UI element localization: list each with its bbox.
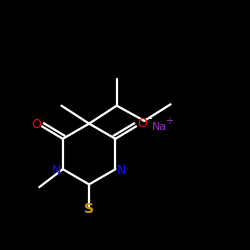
Text: +: + — [165, 116, 173, 126]
Text: N: N — [117, 164, 126, 177]
Text: S: S — [84, 202, 94, 216]
Text: N: N — [52, 164, 62, 177]
Text: O: O — [31, 118, 41, 131]
Text: O: O — [137, 117, 147, 130]
Text: Na: Na — [152, 122, 167, 132]
Text: −: − — [144, 114, 152, 124]
